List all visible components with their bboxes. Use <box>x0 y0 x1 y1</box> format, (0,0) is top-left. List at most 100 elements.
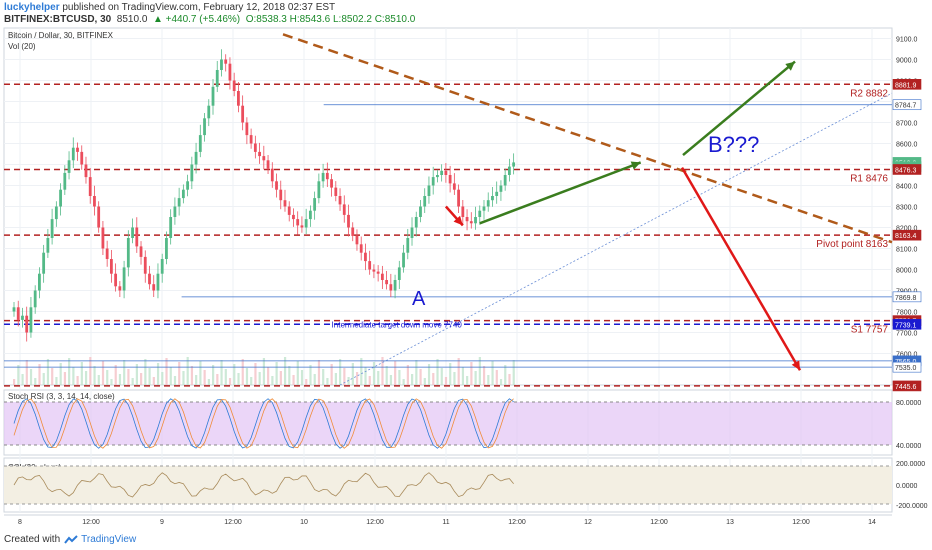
candle-body <box>330 179 333 188</box>
created-with-label: Created with <box>4 534 61 545</box>
author-link[interactable]: luckyhelper <box>4 2 60 13</box>
candle-body <box>186 181 189 190</box>
candle-body <box>364 252 367 262</box>
tradingview-logo[interactable]: TradingView <box>64 534 136 545</box>
candle-body <box>385 280 389 285</box>
volume-bar <box>245 368 249 385</box>
volume-bar <box>343 368 346 385</box>
volume-bar <box>165 358 168 385</box>
volume-bar <box>296 361 299 385</box>
volume-bar <box>21 374 24 385</box>
candle-body <box>380 273 384 280</box>
candle-body <box>389 284 393 291</box>
volume-bar <box>241 359 244 385</box>
candle-body <box>139 246 143 257</box>
volume-bar <box>330 364 333 385</box>
volume-bar <box>51 368 54 385</box>
candle-body <box>376 271 380 274</box>
candle-body <box>88 177 92 196</box>
volume-bar <box>161 372 164 385</box>
candle-body <box>507 166 511 175</box>
volume-bar <box>360 358 363 385</box>
volume-bar <box>440 368 443 385</box>
candle-body <box>393 280 397 291</box>
volume-bar <box>402 379 405 385</box>
price-tick-label: 7800.0 <box>896 310 918 317</box>
price-tag-label: 7535.0 <box>895 365 917 372</box>
candle-body <box>114 273 118 287</box>
candle-body <box>457 189 460 207</box>
volume-bar <box>106 370 109 385</box>
volume-bar <box>68 358 71 385</box>
green-projection-arrow-head <box>630 161 641 170</box>
volume-bar <box>118 374 122 385</box>
candle-body <box>444 170 448 175</box>
volume-bar <box>254 363 257 385</box>
candle-body <box>29 307 33 333</box>
candle-body <box>54 206 58 220</box>
candle-body <box>118 286 122 291</box>
candle-body <box>135 227 139 247</box>
candle-body <box>478 210 482 217</box>
volume-bar <box>339 359 342 385</box>
candle-body <box>203 118 206 136</box>
volume-bar <box>156 363 160 385</box>
time-tick-label: 10 <box>300 519 308 526</box>
pivot-level-label: Pivot point 8163 <box>816 239 888 250</box>
volume-bar <box>148 368 151 385</box>
volume-bar <box>17 365 20 385</box>
candle-body <box>148 273 151 285</box>
candle-body <box>491 196 494 201</box>
candle-body <box>499 185 503 192</box>
candle-body <box>198 135 202 152</box>
cci-band <box>4 466 892 504</box>
price-tag-label: 8476.3 <box>895 167 917 174</box>
volume-bar <box>72 367 75 385</box>
candle-body <box>249 135 253 144</box>
candle-body <box>46 238 50 253</box>
volume-bar <box>250 377 253 385</box>
stoch-k-line <box>13 398 514 449</box>
price-tick-label: 7600.0 <box>896 352 918 359</box>
volume-bar <box>377 371 380 385</box>
volume-bar <box>283 357 287 385</box>
publish-info: published on TradingView.com, February 1… <box>59 2 336 13</box>
candle-body <box>279 189 283 201</box>
candle-body <box>241 105 245 123</box>
candle-body <box>93 196 96 207</box>
publish-line: luckyhelper published on TradingView.com… <box>4 2 335 13</box>
price-tag-box <box>892 229 922 241</box>
green-target-arrow <box>682 60 796 157</box>
volume-bar <box>406 365 409 385</box>
ohlc-values: O:8538.3 H:8543.6 L:8502.2 C:8510.0 <box>245 14 416 25</box>
candle-body <box>50 219 54 238</box>
candle-body <box>105 248 109 259</box>
time-tick-label: 12:00 <box>792 519 810 526</box>
time-tick-label: 12 <box>584 519 592 526</box>
cci-tick-200: 200.0000 <box>896 461 925 468</box>
price-tag-box <box>892 361 922 373</box>
annotation-a: A <box>412 288 426 310</box>
volume-bar <box>449 363 452 385</box>
volume-bar <box>326 378 329 385</box>
candle-body <box>304 219 308 228</box>
time-tick-label: 12:00 <box>366 519 384 526</box>
candle-body <box>207 105 211 119</box>
price-tick-label: 8600.0 <box>896 142 918 149</box>
time-tick-label: 12:00 <box>82 519 100 526</box>
candle-body <box>228 63 232 81</box>
candle-body <box>342 204 346 215</box>
candle-body <box>406 238 410 253</box>
main-pane-title: Bitcoin / Dollar, 30, BITFINEX <box>8 31 114 40</box>
volume-bar <box>279 371 282 385</box>
candle-body <box>482 206 486 211</box>
volume-bar <box>173 376 177 385</box>
volume-bar <box>42 373 45 385</box>
time-tick-label: 12:00 <box>224 519 242 526</box>
volume-bar <box>80 362 83 385</box>
volume-bar <box>135 364 138 385</box>
cci-tick-m200: -200.0000 <box>896 503 928 510</box>
volume-bar <box>152 377 155 385</box>
volume-bar <box>508 374 511 385</box>
